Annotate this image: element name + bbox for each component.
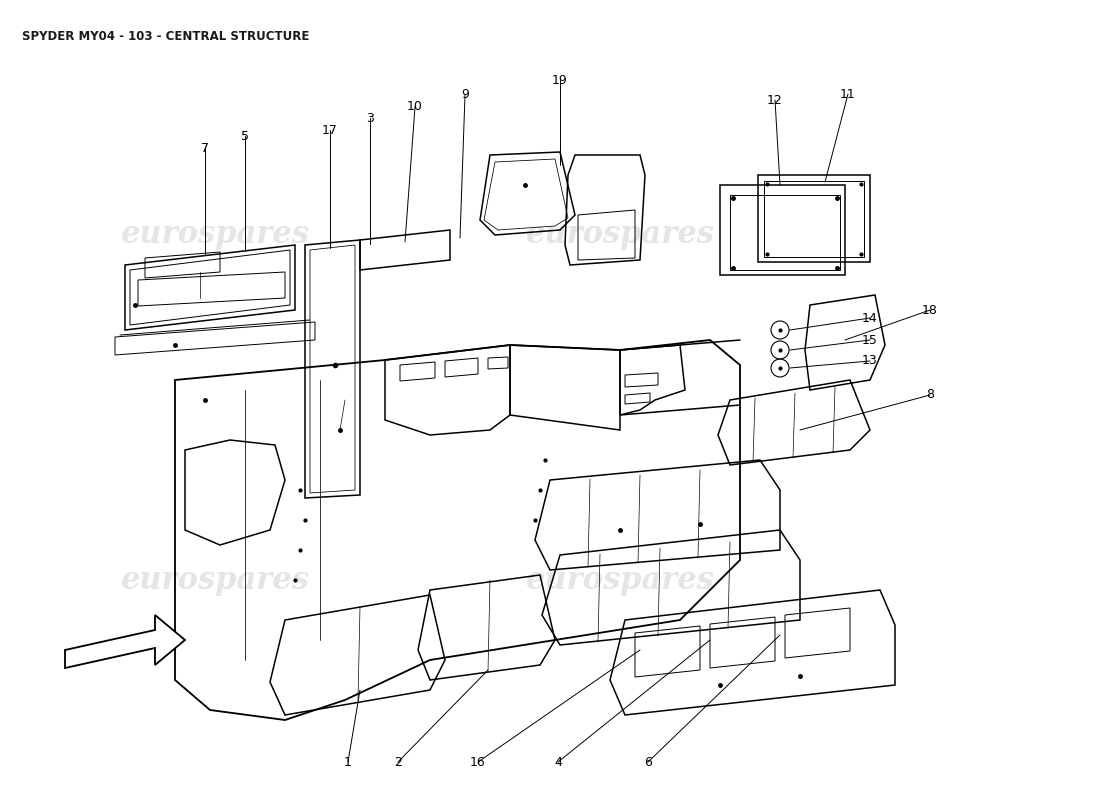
Text: 11: 11 [840,87,856,101]
Text: 19: 19 [552,74,568,86]
Text: 17: 17 [322,123,338,137]
Polygon shape [65,615,185,668]
Text: 2: 2 [394,755,402,769]
Text: 4: 4 [554,755,562,769]
Text: 15: 15 [862,334,878,346]
Text: 14: 14 [862,311,878,325]
Text: eurospares: eurospares [121,219,309,250]
Text: 5: 5 [241,130,249,142]
Text: 10: 10 [407,101,422,114]
Text: 8: 8 [926,389,934,402]
Text: eurospares: eurospares [121,565,309,595]
Text: 9: 9 [461,89,469,102]
Text: 7: 7 [201,142,209,154]
Text: 16: 16 [470,755,486,769]
Text: eurospares: eurospares [526,565,714,595]
Text: eurospares: eurospares [526,219,714,250]
Text: 13: 13 [862,354,878,367]
Text: 6: 6 [645,755,652,769]
Text: 12: 12 [767,94,783,106]
Text: SPYDER MY04 - 103 - CENTRAL STRUCTURE: SPYDER MY04 - 103 - CENTRAL STRUCTURE [22,30,309,43]
Text: 1: 1 [344,755,352,769]
Text: 3: 3 [366,111,374,125]
Text: 18: 18 [922,303,938,317]
